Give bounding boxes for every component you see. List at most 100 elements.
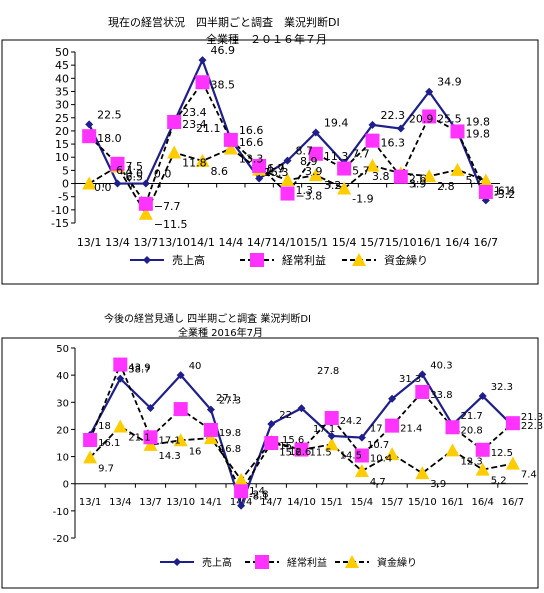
data-label: 5.2 <box>466 174 484 187</box>
data-label: 1.3 <box>296 184 314 197</box>
data-label: 11.8 <box>182 156 207 169</box>
x-tick-label: 15/7 <box>381 497 403 508</box>
point-marker <box>327 431 336 440</box>
point-marker <box>422 169 437 183</box>
y-tick-label: 40 <box>56 371 69 382</box>
x-tick-label: 16/4 <box>445 236 470 249</box>
point-marker <box>113 179 122 188</box>
point-marker <box>83 450 98 464</box>
point-marker <box>143 437 158 451</box>
x-tick-label: 14/10 <box>287 497 316 508</box>
data-label: 23.4 <box>182 118 207 131</box>
legend-label: 売上高 <box>202 556 232 569</box>
point-marker <box>138 206 153 220</box>
y-tick-label: 50 <box>55 46 69 59</box>
data-label: 0.0 <box>126 168 144 181</box>
data-label: 11.5 <box>310 448 332 459</box>
data-label: 6.1 <box>116 164 134 177</box>
data-label: 3.2 <box>324 179 342 192</box>
x-tick-label: 13/4 <box>105 236 130 249</box>
data-label: 1.1 <box>494 185 512 198</box>
point-marker <box>195 75 210 90</box>
point-marker <box>234 484 249 499</box>
y-tick-label: -20 <box>53 534 69 545</box>
data-label: 7.7 <box>352 147 370 160</box>
data-label: 3.9 <box>409 177 427 190</box>
point-marker <box>82 176 97 190</box>
chart-frame <box>1 337 539 589</box>
point-marker <box>283 156 292 165</box>
data-label: 22 <box>279 410 292 421</box>
data-label: -2.8 <box>249 489 269 500</box>
data-label: -8.1 <box>249 492 269 503</box>
point-marker <box>415 384 430 399</box>
x-tick-label: 14/7 <box>247 236 272 249</box>
point-marker <box>505 416 520 431</box>
point-marker <box>311 128 320 137</box>
point-marker <box>113 357 128 372</box>
point-marker <box>393 169 408 184</box>
y-tick-label: 40 <box>55 72 69 85</box>
legend-label: 資金繰り <box>384 253 428 267</box>
point-marker <box>352 253 366 266</box>
data-label: 1.4 <box>249 486 265 497</box>
data-label: 14.5 <box>340 450 362 461</box>
legend-label: 資金繰り <box>377 556 417 569</box>
data-label: 21.4 <box>400 424 422 435</box>
data-label: 22.5 <box>97 108 122 121</box>
point-marker <box>450 124 465 139</box>
data-label: 38.7 <box>128 365 150 376</box>
data-label: 46.9 <box>211 44 236 57</box>
y-tick-label: -15 <box>51 217 69 230</box>
data-label: 7.5 <box>126 160 144 173</box>
x-tick-label: 13/7 <box>139 497 161 508</box>
point-marker <box>357 433 366 442</box>
data-label: 15.6 <box>279 447 301 458</box>
x-tick-label: 16/4 <box>471 497 493 508</box>
x-tick-label: 13/1 <box>79 497 101 508</box>
data-label: 16.6 <box>239 136 263 149</box>
data-label: 31.3 <box>399 374 421 385</box>
data-label: 3.8 <box>372 170 390 183</box>
data-label: 21.7 <box>461 411 483 422</box>
x-tick-label: 15/10 <box>408 497 437 508</box>
point-marker <box>223 141 238 155</box>
y-tick-label: 35 <box>55 85 69 98</box>
point-marker <box>337 161 352 176</box>
x-tick-label: 13/10 <box>166 497 195 508</box>
data-label: 5.7 <box>352 165 370 178</box>
data-label: 17.1 <box>313 424 335 435</box>
data-label: 18 <box>98 421 111 432</box>
data-label: 3.9 <box>430 479 446 490</box>
point-marker <box>345 555 359 568</box>
point-marker <box>146 403 155 412</box>
data-label: 9.7 <box>98 463 114 474</box>
data-label: −7.7 <box>154 200 181 213</box>
point-marker <box>354 448 369 463</box>
point-marker <box>478 392 487 401</box>
point-marker <box>365 133 380 148</box>
legend-label: 経常利益 <box>282 253 326 267</box>
data-label: 14.3 <box>159 451 181 462</box>
data-label: 8.9 <box>300 155 318 168</box>
point-marker <box>324 437 339 451</box>
y-tick-label: 0 <box>63 480 69 491</box>
x-tick-label: 16/1 <box>417 236 442 249</box>
point-marker <box>237 501 246 510</box>
data-label: 10.7 <box>367 440 389 451</box>
point-marker <box>308 168 323 182</box>
data-label: 32.3 <box>491 382 513 393</box>
chart-title: 今後の経営見通し 四半期ごと調査 業況判断DI <box>104 314 312 325</box>
point-marker <box>116 374 125 383</box>
chart-panel-current: 現在の経営状況 四半期ごと調査 業況判断DI 全業種 ２０１６年７月 -15 -1… <box>0 0 544 290</box>
data-label: 19.8 <box>466 127 491 140</box>
data-label: 27.1 <box>216 393 238 404</box>
point-marker <box>294 442 309 457</box>
y-tick-label: 50 <box>56 344 69 355</box>
y-tick-label: -10 <box>53 507 69 518</box>
point-marker <box>255 174 264 183</box>
data-label: 21.3 <box>521 412 543 423</box>
data-label: 33.8 <box>430 390 452 401</box>
point-marker <box>203 431 218 445</box>
